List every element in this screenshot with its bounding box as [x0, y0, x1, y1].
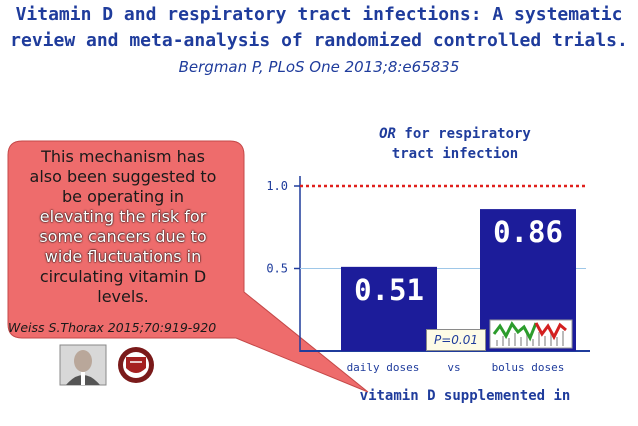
y-tick-label-1: 1.0 [266, 179, 288, 193]
category-separator: vs [447, 361, 460, 374]
callout-reference: Weiss S.Thorax 2015;70:919-920 [8, 320, 217, 335]
callout-line-5: some cancers due to [39, 227, 207, 246]
callout-line-8: levels. [97, 287, 149, 306]
portrait-photo [59, 344, 107, 386]
y-tick-label-0: 0.5 [266, 262, 288, 276]
category-label-daily: daily doses [347, 361, 420, 374]
callout-line-6: wide fluctuations in [44, 247, 202, 266]
bar-0 [341, 266, 437, 351]
callout-bubble [7, 140, 369, 393]
bar-value-label-1: 0.86 [493, 215, 563, 249]
callout-line-3: be operating in [62, 187, 184, 206]
chart-title-or: OR [379, 126, 396, 142]
callout-line-7: circulating vitamin D [39, 267, 207, 286]
chart-title-line1: for respiratory [404, 126, 531, 142]
p-value-annotation: P=0.01 [426, 329, 486, 351]
x-axis-label: vitamin D supplemented in [359, 388, 571, 404]
callout-line-2: also been suggested to [29, 167, 217, 186]
fluctuating-line-icon [489, 319, 573, 349]
citation: Bergman P, PLoS One 2013;8:e65835 [178, 58, 460, 76]
callout-line-1: This mechanism has [41, 147, 205, 166]
slide-title-line2: review and meta-analysis of randomized c… [10, 30, 628, 51]
callout-text: This mechanism has also been suggested t… [10, 147, 236, 307]
chart-title-line2: tract infection [391, 146, 519, 162]
callout-line-4: elevating the risk for [39, 207, 207, 226]
slide-title-line1: Vitamin D and respiratory tract infectio… [15, 4, 623, 25]
chart-title: OR for respiratory tract infection [330, 124, 580, 164]
bar-value-label-0: 0.51 [354, 273, 424, 307]
harvard-seal [118, 347, 154, 383]
category-label-bolus: bolus doses [492, 361, 565, 374]
